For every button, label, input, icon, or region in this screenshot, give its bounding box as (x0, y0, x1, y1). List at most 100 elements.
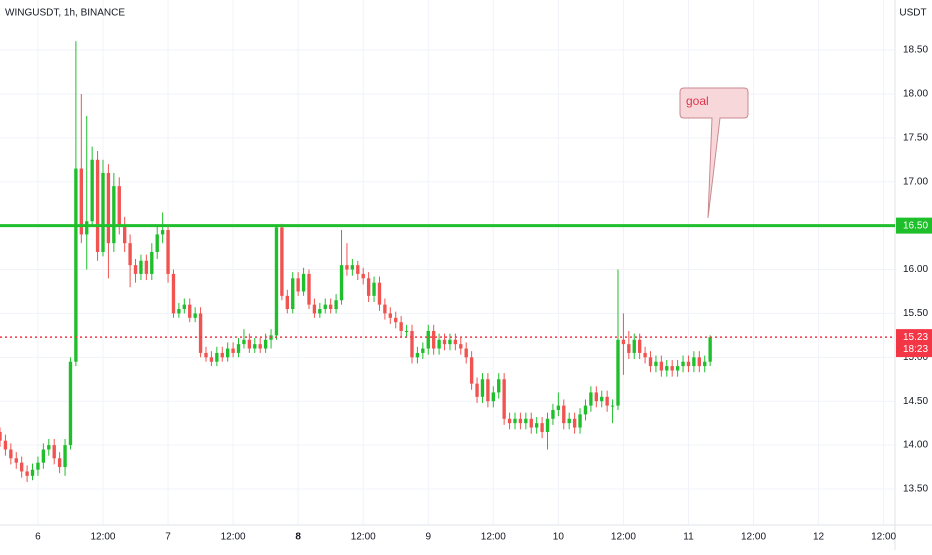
last-price-label: 15.23 (903, 332, 928, 343)
candle-body (160, 230, 165, 235)
candle-body (600, 396, 604, 402)
candle-body (507, 418, 512, 424)
candle-body (177, 309, 181, 314)
candle-body (20, 462, 24, 472)
price-label-bg (896, 217, 932, 234)
candle-body (453, 339, 458, 345)
candle-body (459, 344, 463, 349)
candle-body (220, 352, 224, 358)
candle-body (377, 282, 382, 305)
candle-body (621, 339, 626, 345)
candle-body (421, 348, 425, 353)
candle-body (41, 449, 46, 463)
candle-body (236, 344, 241, 353)
candle-body (545, 418, 550, 432)
candle-body (551, 409, 555, 419)
x-tick-label: 10 (553, 532, 565, 543)
candle-body (708, 337, 712, 362)
price-label: 16.50 (903, 220, 928, 231)
candle-body (198, 313, 203, 353)
x-tick-label: 12:00 (481, 532, 506, 543)
x-tick-label: 8 (295, 532, 301, 543)
candle-body (350, 265, 355, 270)
candle-body (166, 230, 170, 274)
candle-body (90, 159, 94, 222)
y-tick-label: 17.50 (903, 132, 928, 143)
y-tick-label: 18.50 (903, 45, 928, 56)
candle-body (128, 243, 132, 266)
candle-body (366, 278, 371, 296)
candle-body (182, 304, 186, 310)
candle-body (616, 339, 620, 406)
candle-body (280, 227, 284, 296)
candle-body (583, 405, 588, 415)
x-tick-label: 11 (683, 532, 694, 543)
candle-body (513, 418, 517, 424)
candle-body (291, 278, 295, 310)
candle-body (225, 348, 230, 358)
candle-body (659, 361, 664, 371)
candle-body (404, 330, 409, 332)
candle-body (242, 339, 246, 345)
candle-body (74, 168, 78, 362)
candle-body (643, 352, 647, 358)
candle-body (518, 418, 523, 424)
candle-body (188, 304, 192, 318)
candle-body (394, 317, 398, 323)
candle-body (36, 462, 40, 470)
candle-body (502, 379, 506, 419)
candle-body (654, 361, 658, 367)
candle-body (491, 392, 495, 402)
candle-body (415, 352, 420, 358)
y-tick-label: 15.50 (903, 308, 928, 319)
candle-body (637, 339, 642, 353)
candle-body (318, 309, 322, 314)
candle-body (25, 471, 29, 476)
candle-body (356, 265, 360, 274)
candle-body (3, 440, 8, 450)
candle-body (529, 418, 533, 428)
candle-body (328, 304, 333, 310)
candle-body (155, 234, 159, 252)
candle-body (30, 469, 35, 476)
candle-body (95, 159, 100, 252)
candle-body (68, 361, 73, 446)
candle-body (372, 282, 376, 296)
candle-body (524, 418, 528, 424)
candle-body (480, 379, 485, 397)
candle-body (57, 458, 62, 468)
candle-body (361, 273, 365, 279)
candle-body (231, 348, 235, 353)
candle-body (14, 458, 18, 463)
candle-body (594, 392, 598, 402)
candle-body (193, 313, 197, 318)
candle-body (47, 445, 51, 450)
candle-body (469, 357, 474, 384)
candle-body (0, 431, 2, 441)
candle-body (572, 418, 577, 428)
candle-body (665, 366, 669, 371)
candle-body (675, 366, 680, 371)
candle-body (171, 273, 176, 314)
countdown-label: 18:23 (903, 344, 928, 355)
candle-body (431, 330, 436, 349)
candle-body (296, 278, 300, 292)
candle-body (442, 339, 447, 345)
candle-body (426, 330, 430, 349)
candle-body (274, 227, 279, 336)
candle-body (204, 352, 208, 358)
goal-callout: goal (679, 87, 749, 219)
candle-body (437, 339, 441, 349)
candle-body (540, 423, 544, 432)
candle-body (133, 265, 138, 274)
chart-title: WINGUSDT, 1h, BINANCE (5, 8, 125, 19)
x-tick-label: 12:00 (221, 532, 246, 543)
y-tick-label: 14.00 (903, 440, 928, 451)
candle-body (610, 405, 615, 407)
candle-body (448, 339, 452, 345)
candle-body (301, 273, 306, 292)
candle-body (144, 260, 149, 274)
candle-body (101, 172, 105, 252)
x-tick-label: 6 (35, 532, 41, 543)
